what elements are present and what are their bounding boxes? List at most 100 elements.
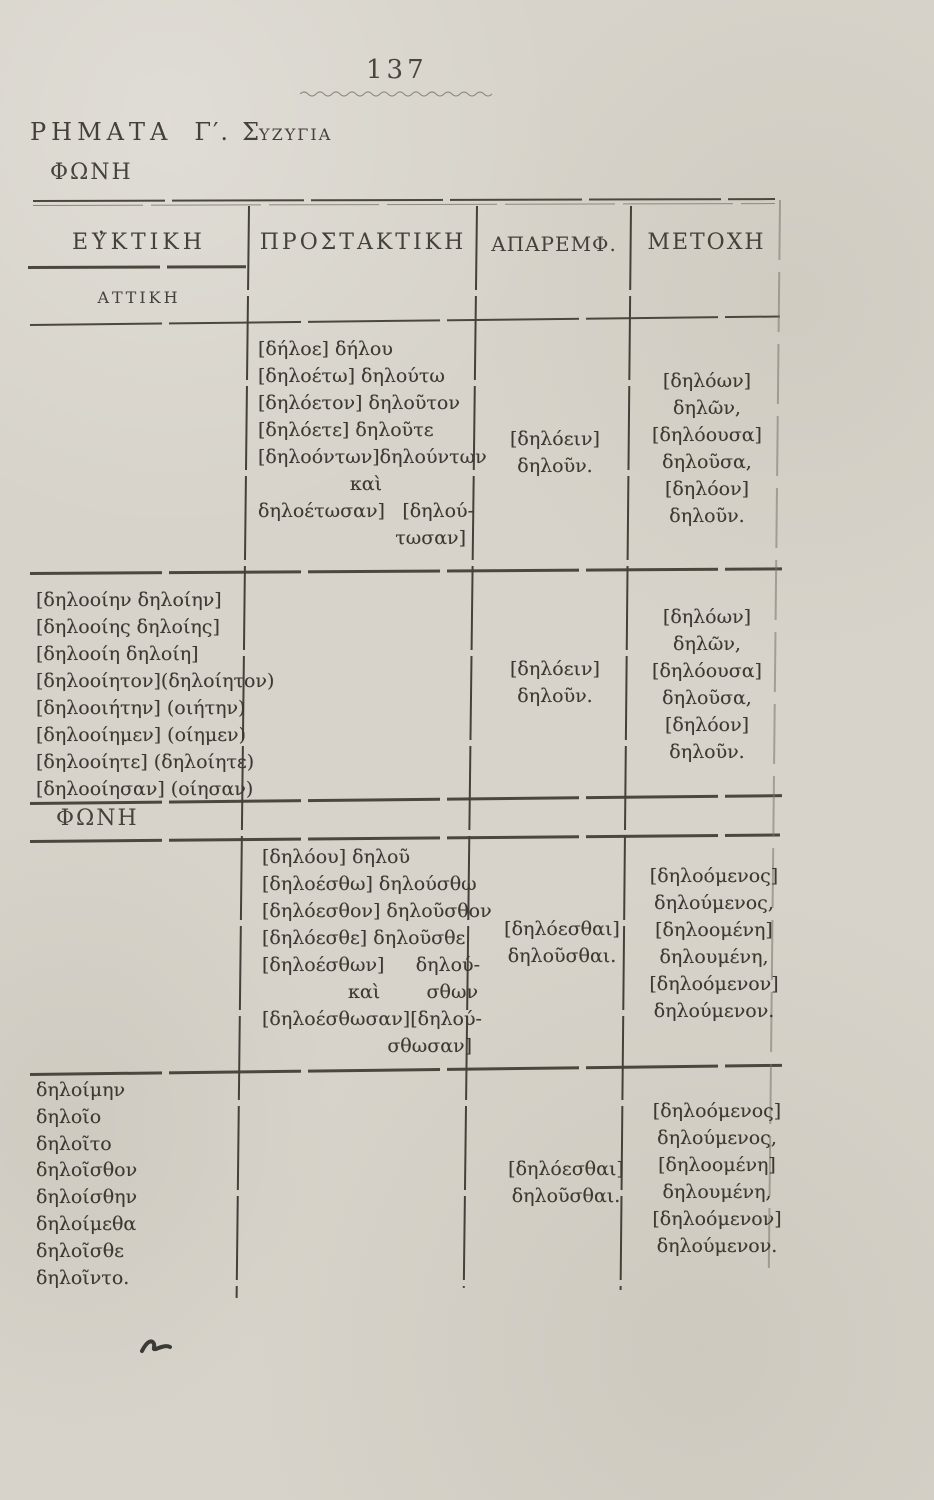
active-infinitive-block-2: [δηλόειν] δηλοῦν. xyxy=(480,656,630,710)
verb-form-continuation: σθωσαν] xyxy=(387,1035,472,1057)
verb-form: δηλοίσθην xyxy=(36,1186,138,1209)
verb-form: δηλούμενον. xyxy=(653,1000,775,1022)
verb-form: δηλοῖσθον xyxy=(36,1159,138,1182)
verb-form: δηλοῖτο xyxy=(36,1132,112,1155)
verb-form: [δηλόων] xyxy=(662,606,752,628)
verb-form: δηλοῦν. xyxy=(669,741,745,763)
verb-form: [δηλοοίητον](δηλοίητον) xyxy=(36,670,275,692)
verb-form: [δηλοόμενος] xyxy=(649,865,779,887)
column-header-imperative: ΠΡΟΣΤΑΚΤΙΚΗ xyxy=(259,230,467,255)
verb-form: δηλούμενος, xyxy=(657,1127,777,1149)
title-subword-rest: ΥΖΥΓΙΑ xyxy=(259,125,333,144)
verb-form: δηλοῦν. xyxy=(517,455,593,477)
middle-infinitive-block-2: [δηλόεσθαι] δηλοῦσθαι. xyxy=(492,1156,640,1210)
verb-form: [δηλοόμενον] xyxy=(649,973,779,995)
verb-form: δηλῶν, xyxy=(673,633,741,655)
verb-form: [δηλοοιήτην] (οιήτην) xyxy=(36,697,246,719)
verb-form: [δηλοόμενον] xyxy=(652,1208,782,1230)
verb-form: [δηλόειν] xyxy=(510,658,600,680)
verb-form: [δηλοοίης δηλοίης] xyxy=(36,616,220,638)
verb-form: [δηλόον] xyxy=(664,714,750,736)
column-divider-3 xyxy=(619,205,632,1290)
verb-form: δηλοίμην xyxy=(36,1079,126,1101)
verb-form: δηλοῖσθε xyxy=(36,1239,125,1262)
verb-form: [δηλόουσα] xyxy=(652,424,762,446)
middle-infinitive-block: [δηλόεσθαι] δηλοῦσθαι. xyxy=(488,916,636,970)
voice-label-middle: ΦΩΝΗ xyxy=(56,806,139,831)
verb-form: δηλοῦσα, xyxy=(662,687,752,709)
verb-form: [δηλοέσθω] δηλούσθω xyxy=(262,873,477,895)
verb-form: δηλουμένη, xyxy=(659,946,769,968)
verb-form: [δηλόειν] xyxy=(510,428,600,450)
middle-optative-block: δηλοίμην δηλοῖο δηλοῖτο δηλοῖσθον δηλοίσ… xyxy=(36,1077,248,1291)
active-optative-block: [δηλοοίην δηλοίην] [δηλοοίης δηλοίης] [δ… xyxy=(36,587,275,803)
row3-bottom-rule xyxy=(29,1063,782,1076)
active-participle-block-2: [δηλόων] δηλῶν, [δηλόουσα] δηλοῦσα, [δηλ… xyxy=(633,604,781,766)
verb-form: δηλοῦσθαι. xyxy=(507,945,617,967)
voice2-bottom-rule xyxy=(29,833,780,843)
verb-form: δηλοῦν. xyxy=(669,505,745,527)
verb-form: [δηλοόντων]δηλούντων xyxy=(258,446,487,468)
conjunction-kai-continuation: καὶ σθων xyxy=(348,981,478,1003)
verb-form: [δηλοοίησαν] (οίησαν) xyxy=(36,778,254,800)
verb-form: [δηλόετε] δηλοῦτε xyxy=(258,419,434,441)
verb-form: [δηλόεσθαι] xyxy=(504,918,620,940)
verb-form: [δηλοομένη] xyxy=(655,919,773,941)
verb-form: [δηλοέσθωσαν][δηλού- xyxy=(262,1008,482,1030)
verb-form: [δηλόεσθαι] xyxy=(508,1158,624,1180)
verb-form: [δηλόετον] δηλοῦτον xyxy=(258,392,460,414)
active-participle-block: [δηλόων] δηλῶν, [δηλόουσα] δηλοῦσα, [δηλ… xyxy=(633,368,781,530)
conjunction-kai: καὶ xyxy=(349,473,383,495)
verb-form: [δηλοοίητε] (δηλοίητε) xyxy=(36,751,255,773)
row1-bottom-rule xyxy=(29,567,782,575)
verb-form: δηλοῦσθαι. xyxy=(511,1185,621,1207)
verb-form-continuation: τωσαν] xyxy=(395,527,466,549)
middle-imperative-block: [δηλόου] δηλοῦ [δηλοέσθω] δηλούσθω [δηλό… xyxy=(262,844,492,1060)
title-main: ΡΗΜΑΤΑ xyxy=(30,118,173,146)
page-number: 137 xyxy=(366,55,428,85)
verb-form: δηλοέτωσαν] [δηλού- xyxy=(258,500,474,522)
active-imperative-block: [δήλοε] δήλου [δηλοέτω] δηλούτω [δηλόετο… xyxy=(258,336,487,552)
verb-form: [δηλοοίην δηλοίην] xyxy=(36,589,222,611)
wavy-underline xyxy=(300,91,493,97)
title-subword: ΣΥΖΥΓΙΑ xyxy=(242,118,332,146)
verb-form: δηλοῖντο. xyxy=(36,1266,130,1289)
title-section-number: Γ′. xyxy=(194,118,231,146)
optative-header-rule xyxy=(27,265,247,269)
verb-form: δηλοῖο xyxy=(36,1105,102,1128)
column-header-participle: ΜΕΤΟΧΗ xyxy=(647,230,766,255)
verb-form: [δηλοέσθων] δηλού- xyxy=(262,954,480,976)
verb-form: δηλοῦσα, xyxy=(662,451,752,473)
verb-form: δηλοῦν. xyxy=(517,685,593,707)
subheader-bottom-rule xyxy=(29,315,780,326)
verb-form: [δηλόων] xyxy=(662,370,752,392)
verb-form: δηλουμένη, xyxy=(662,1181,772,1203)
verb-form: [δηλοέτω] δηλούτω xyxy=(258,365,445,387)
column-header-infinitive: ΑΠΑΡΕΜΦ. xyxy=(491,232,617,256)
page-title: ΡΗΜΑΤΑ Γ′. ΣΥΖΥΓΙΑ xyxy=(30,118,332,146)
title-subword-initial: Σ xyxy=(242,118,260,146)
verb-form: δηλούμενος, xyxy=(654,892,774,914)
table-top-rule xyxy=(32,198,776,202)
verb-form: δηλούμενον. xyxy=(656,1235,778,1257)
verb-form: [δηλοόμενος] xyxy=(652,1100,782,1122)
verb-form: [δηλοομένη] xyxy=(658,1154,776,1176)
verb-form: [δηλόον] xyxy=(664,478,750,500)
ink-mark xyxy=(140,1339,172,1353)
voice-label-active: ΦΩΝΗ xyxy=(50,160,133,185)
verb-form: δηλῶν, xyxy=(673,397,741,419)
active-infinitive-block: [δηλόειν] δηλοῦν. xyxy=(480,426,630,480)
verb-form: δηλοίμεθα xyxy=(36,1212,137,1235)
verb-form: [δηλόου] δηλοῦ xyxy=(262,846,411,868)
verb-form: [δηλόεσθε] δηλοῦσθε xyxy=(262,927,466,949)
verb-form: [δηλόεσθον] δηλοῦσθον xyxy=(262,900,492,922)
verb-form: [δηλοοίη δηλοίη] xyxy=(36,643,199,665)
middle-participle-block-2: [δηλοόμενος] δηλούμενος, [δηλοομένη] δηλ… xyxy=(644,1098,790,1260)
column-header-optative: ΕΥ̓ΚΤΙΚΗ xyxy=(71,230,206,255)
verb-form: [δηλόουσα] xyxy=(652,660,762,682)
middle-participle-block: [δηλοόμενος] δηλούμενος, [δηλοομένη] δηλ… xyxy=(641,863,787,1025)
verb-form: [δήλοε] δήλου xyxy=(258,338,393,360)
table-top-rule-double xyxy=(32,203,775,206)
verb-form: [δηλοοίημεν] (οίημεν) xyxy=(36,724,247,746)
